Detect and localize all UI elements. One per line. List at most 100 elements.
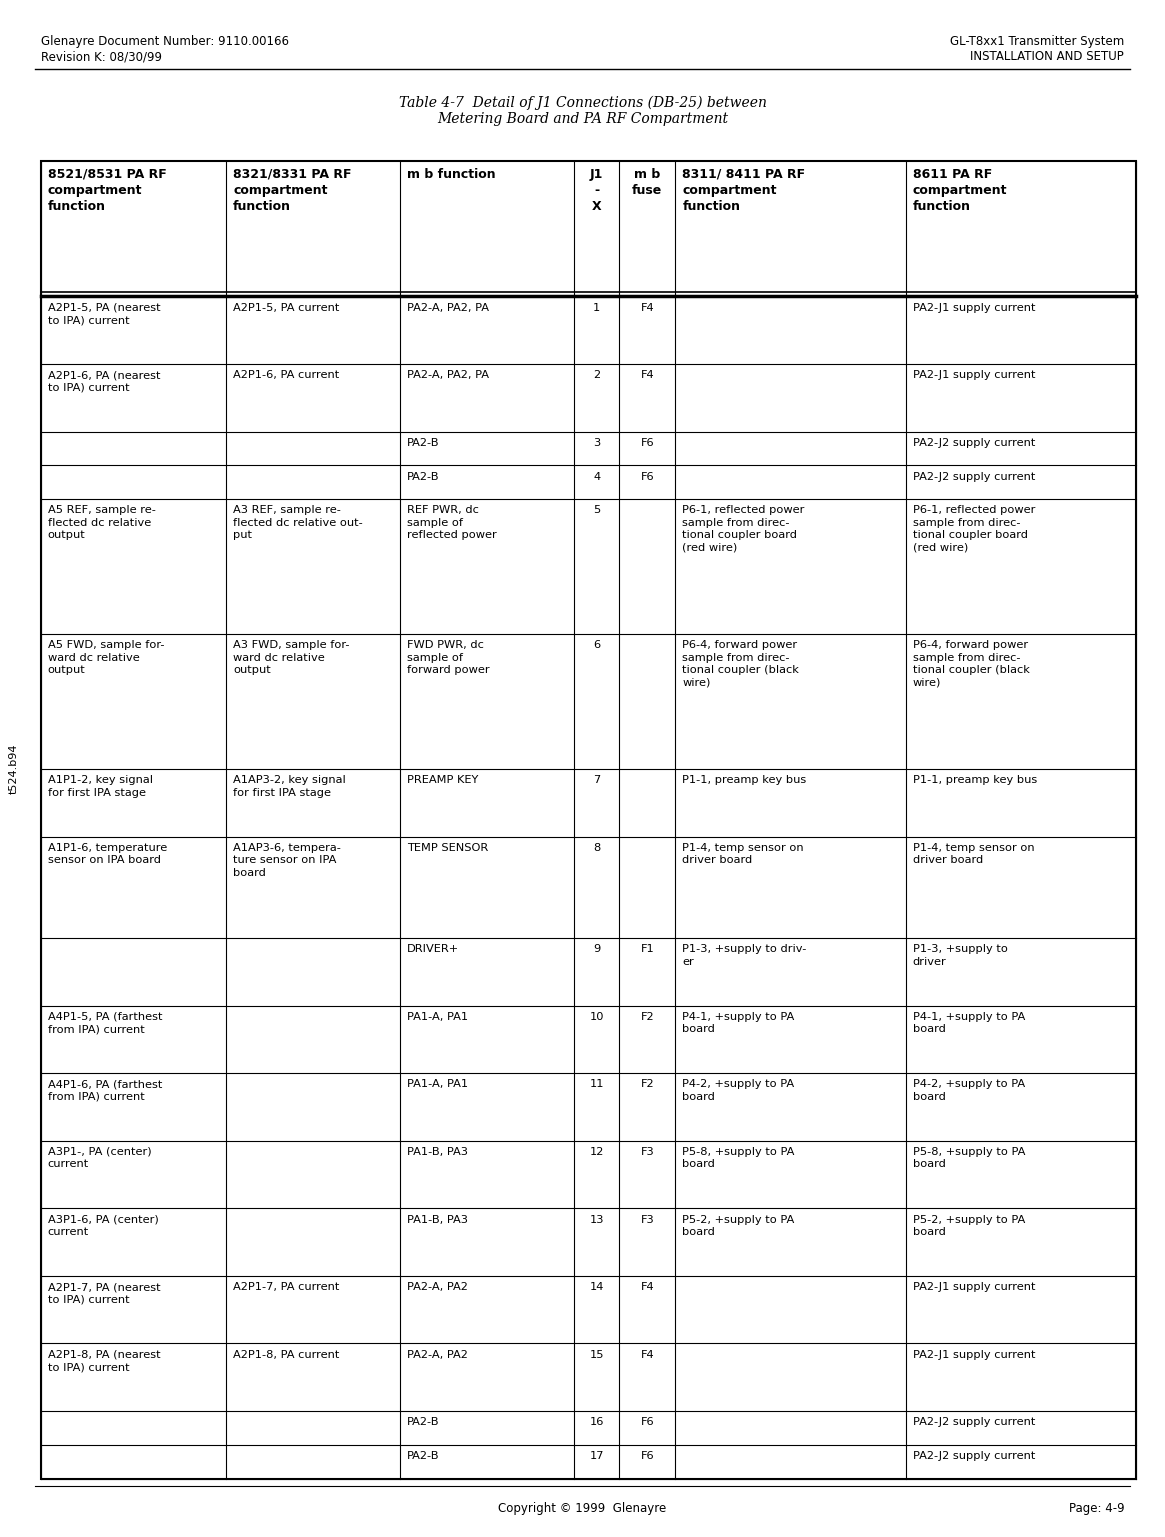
Text: F3: F3 [641,1214,655,1225]
Text: P6-4, forward power
sample from direc-
tional coupler (black
wire): P6-4, forward power sample from direc- t… [683,641,799,687]
Text: PA2-B: PA2-B [408,1451,439,1462]
Text: PA2-A, PA2: PA2-A, PA2 [408,1282,468,1293]
Text: P5-8, +supply to PA
board: P5-8, +supply to PA board [683,1147,795,1170]
Text: A1P1-6, temperature
sensor on IPA board: A1P1-6, temperature sensor on IPA board [48,842,167,865]
Text: 8: 8 [593,842,600,853]
Text: Glenayre Document Number: 9110.00166
Revision K: 08/30/99: Glenayre Document Number: 9110.00166 Rev… [41,35,289,63]
Text: F6: F6 [641,472,654,481]
Text: A4P1-5, PA (farthest
from IPA) current: A4P1-5, PA (farthest from IPA) current [48,1011,162,1034]
Text: P1-4, temp sensor on
driver board: P1-4, temp sensor on driver board [912,842,1035,865]
Text: F2: F2 [641,1011,654,1022]
Text: PA2-J2 supply current: PA2-J2 supply current [912,472,1035,481]
Text: F3: F3 [641,1147,655,1157]
Text: P1-3, +supply to driv-
er: P1-3, +supply to driv- er [683,944,806,967]
Text: PA2-B: PA2-B [408,1417,439,1428]
Text: P6-1, reflected power
sample from direc-
tional coupler board
(red wire): P6-1, reflected power sample from direc-… [912,506,1035,552]
Text: Table 4-7  Detail of J1 Connections (DB-25) between
Metering Board and PA RF Com: Table 4-7 Detail of J1 Connections (DB-2… [398,95,767,126]
Text: F4: F4 [641,1349,654,1360]
Text: A1AP3-6, tempera-
ture sensor on IPA
board: A1AP3-6, tempera- ture sensor on IPA boa… [233,842,341,878]
Text: 8521/8531 PA RF
compartment
function: 8521/8531 PA RF compartment function [48,168,167,212]
Text: A1P1-2, key signal
for first IPA stage: A1P1-2, key signal for first IPA stage [48,776,153,798]
Bar [41,161,1136,1479]
Text: PA2-A, PA2: PA2-A, PA2 [408,1349,468,1360]
Text: A3P1-6, PA (center)
current: A3P1-6, PA (center) current [48,1214,158,1237]
Text: A3 REF, sample re-
flected dc relative out-
put: A3 REF, sample re- flected dc relative o… [233,506,362,539]
Text: A2P1-6, PA current: A2P1-6, PA current [233,370,339,380]
Text: P1-4, temp sensor on
driver board: P1-4, temp sensor on driver board [683,842,804,865]
Text: A3P1-, PA (center)
current: A3P1-, PA (center) current [48,1147,151,1170]
Text: PA2-J1 supply current: PA2-J1 supply current [912,303,1036,312]
Text: 6: 6 [593,641,600,650]
Text: F4: F4 [641,1282,654,1293]
Text: A2P1-7, PA current: A2P1-7, PA current [233,1282,339,1293]
Text: 8311/ 8411 PA RF
compartment
function: 8311/ 8411 PA RF compartment function [683,168,805,212]
Text: A2P1-5, PA current: A2P1-5, PA current [233,303,339,312]
Text: A2P1-5, PA (nearest
to IPA) current: A2P1-5, PA (nearest to IPA) current [48,303,161,324]
Text: PA2-J2 supply current: PA2-J2 supply current [912,1451,1035,1462]
Text: A5 REF, sample re-
flected dc relative
output: A5 REF, sample re- flected dc relative o… [48,506,156,539]
Text: A2P1-8, PA (nearest
to IPA) current: A2P1-8, PA (nearest to IPA) current [48,1349,161,1373]
Text: PA2-J1 supply current: PA2-J1 supply current [912,370,1036,380]
Text: P4-1, +supply to PA
board: P4-1, +supply to PA board [912,1011,1025,1034]
Text: P1-1, preamp key bus: P1-1, preamp key bus [912,776,1037,785]
Text: PA2-J1 supply current: PA2-J1 supply current [912,1349,1036,1360]
Text: 3: 3 [593,438,600,447]
Text: F1: F1 [641,944,655,954]
Text: PA2-A, PA2, PA: PA2-A, PA2, PA [408,370,489,380]
Text: J1
-
X: J1 - X [589,168,603,212]
Text: P4-1, +supply to PA
board: P4-1, +supply to PA board [683,1011,795,1034]
Text: PA1-B, PA3: PA1-B, PA3 [408,1214,468,1225]
Text: m b
fuse: m b fuse [633,168,663,197]
Text: A2P1-6, PA (nearest
to IPA) current: A2P1-6, PA (nearest to IPA) current [48,370,161,392]
Text: F6: F6 [641,438,654,447]
Text: A3 FWD, sample for-
ward dc relative
output: A3 FWD, sample for- ward dc relative out… [233,641,350,675]
Text: 7: 7 [593,776,600,785]
Text: 11: 11 [589,1079,603,1090]
Text: F6: F6 [641,1451,654,1462]
Text: t524.b94: t524.b94 [9,744,19,793]
Text: 8611 PA RF
compartment
function: 8611 PA RF compartment function [912,168,1007,212]
Text: A2P1-7, PA (nearest
to IPA) current: A2P1-7, PA (nearest to IPA) current [48,1282,161,1305]
Text: P1-1, preamp key bus: P1-1, preamp key bus [683,776,806,785]
Text: PREAMP KEY: PREAMP KEY [408,776,479,785]
Text: DRIVER+: DRIVER+ [408,944,459,954]
Text: 12: 12 [589,1147,603,1157]
Text: PA1-A, PA1: PA1-A, PA1 [408,1011,468,1022]
Text: F2: F2 [641,1079,654,1090]
Text: P6-1, reflected power
sample from direc-
tional coupler board
(red wire): P6-1, reflected power sample from direc-… [683,506,805,552]
Text: F6: F6 [641,1417,654,1428]
Text: P5-2, +supply to PA
board: P5-2, +supply to PA board [912,1214,1025,1237]
Text: 1: 1 [593,303,600,312]
Text: 8321/8331 PA RF
compartment
function: 8321/8331 PA RF compartment function [233,168,352,212]
Text: PA1-B, PA3: PA1-B, PA3 [408,1147,468,1157]
Text: 15: 15 [589,1349,603,1360]
Text: Page: 4-9: Page: 4-9 [1068,1502,1124,1514]
Text: PA2-B: PA2-B [408,472,439,481]
Text: 2: 2 [593,370,600,380]
Text: TEMP SENSOR: TEMP SENSOR [408,842,488,853]
Text: PA2-A, PA2, PA: PA2-A, PA2, PA [408,303,489,312]
Text: PA2-J2 supply current: PA2-J2 supply current [912,438,1035,447]
Text: 4: 4 [593,472,600,481]
Text: PA2-J2 supply current: PA2-J2 supply current [912,1417,1035,1428]
Text: FWD PWR, dc
sample of
forward power: FWD PWR, dc sample of forward power [408,641,489,675]
Text: REF PWR, dc
sample of
reflected power: REF PWR, dc sample of reflected power [408,506,497,539]
Text: A2P1-8, PA current: A2P1-8, PA current [233,1349,339,1360]
Text: A1AP3-2, key signal
for first IPA stage: A1AP3-2, key signal for first IPA stage [233,776,346,798]
Text: 17: 17 [589,1451,603,1462]
Text: P4-2, +supply to PA
board: P4-2, +supply to PA board [912,1079,1025,1102]
Text: P5-2, +supply to PA
board: P5-2, +supply to PA board [683,1214,795,1237]
Text: GL-T8xx1 Transmitter System
INSTALLATION AND SETUP: GL-T8xx1 Transmitter System INSTALLATION… [949,35,1124,63]
Text: F4: F4 [641,303,654,312]
Text: P6-4, forward power
sample from direc-
tional coupler (black
wire): P6-4, forward power sample from direc- t… [912,641,1030,687]
Text: PA2-J1 supply current: PA2-J1 supply current [912,1282,1036,1293]
Text: m b function: m b function [408,168,496,180]
Text: P5-8, +supply to PA
board: P5-8, +supply to PA board [912,1147,1025,1170]
Text: 13: 13 [589,1214,603,1225]
Text: PA2-B: PA2-B [408,438,439,447]
Text: F4: F4 [641,370,654,380]
Text: 5: 5 [593,506,600,515]
Text: Copyright © 1999  Glenayre: Copyright © 1999 Glenayre [499,1502,666,1514]
Text: A4P1-6, PA (farthest
from IPA) current: A4P1-6, PA (farthest from IPA) current [48,1079,162,1102]
Text: 9: 9 [593,944,600,954]
